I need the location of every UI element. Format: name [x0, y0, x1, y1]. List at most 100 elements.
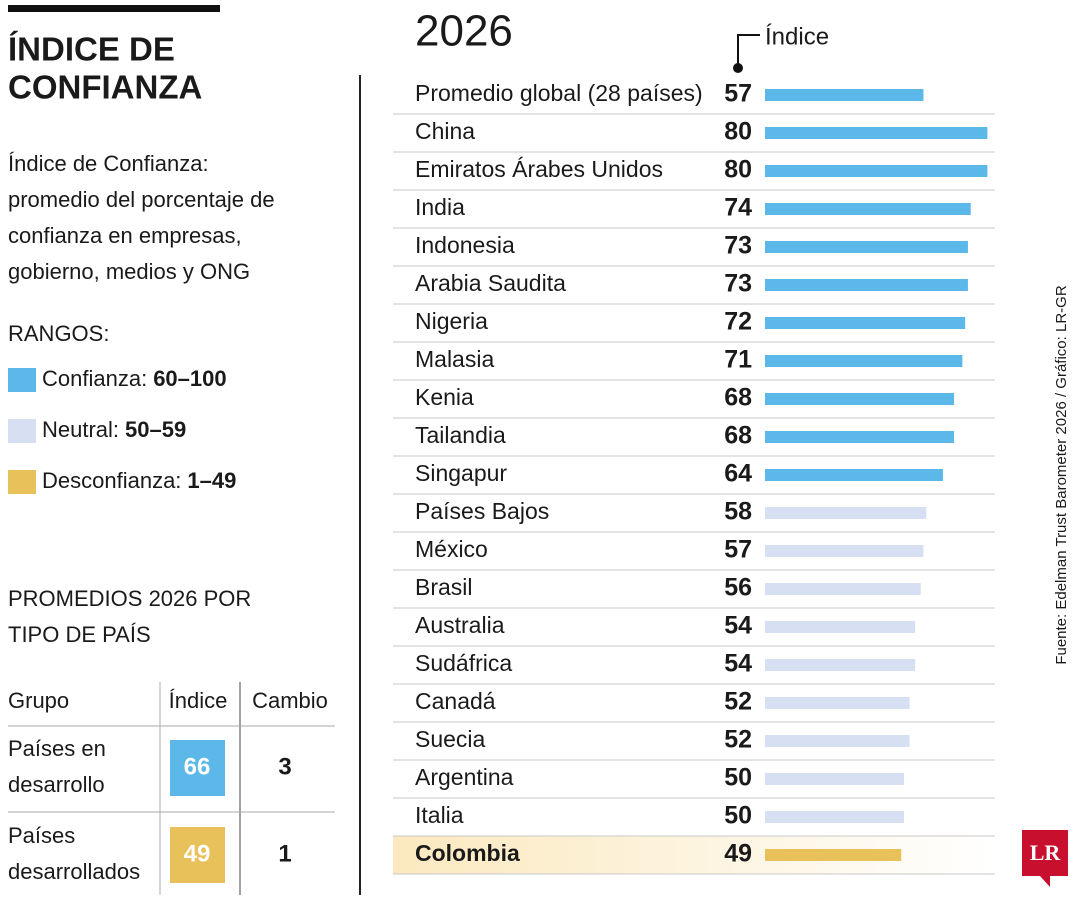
table-title: PROMEDIOS 2026 POR [8, 586, 251, 611]
category-label: Nigeria [415, 308, 488, 334]
bar [765, 545, 924, 557]
legend-label: Confianza: [42, 366, 147, 391]
logo: LR [1030, 840, 1062, 865]
bar [765, 811, 904, 823]
bar [765, 849, 902, 861]
value-label: 68 [724, 384, 752, 412]
value-label: 50 [724, 802, 752, 830]
category-label: Tailandia [415, 422, 506, 448]
description: gobierno, medios y ONG [8, 259, 250, 284]
logo-box [1022, 830, 1068, 876]
change-value: 3 [278, 753, 291, 780]
bar [765, 89, 924, 101]
value-label: 72 [724, 308, 752, 336]
bar [765, 127, 988, 139]
table-header: Cambio [252, 688, 328, 713]
value-label: 49 [724, 840, 752, 868]
bar [765, 583, 921, 595]
legend-entry: Neutral: 50–59 [42, 417, 186, 442]
legend-entry: Desconfianza: 1–49 [42, 468, 236, 493]
category-label: Argentina [415, 764, 514, 790]
category-label: Singapur [415, 460, 507, 486]
bar [765, 355, 963, 367]
category-label: India [415, 194, 465, 220]
change-value: 1 [278, 840, 291, 867]
value-label: 80 [724, 118, 752, 146]
category-label: Canadá [415, 688, 496, 714]
legend-swatch [8, 368, 36, 392]
group-name: desarrollados [8, 859, 140, 884]
bar [765, 279, 968, 291]
table-title: TIPO DE PAÍS [8, 622, 151, 647]
category-label: México [415, 536, 488, 562]
value-label: 57 [724, 536, 752, 564]
category-label: Australia [415, 612, 505, 638]
group-name: desarrollo [8, 772, 105, 797]
bar [765, 659, 916, 671]
legend-swatch [8, 419, 36, 443]
group-name: Países [8, 823, 75, 848]
value-label: 54 [724, 612, 752, 640]
value-label: 73 [724, 232, 752, 260]
category-label: Suecia [415, 726, 486, 752]
title: ÍNDICE DE [8, 31, 175, 68]
value-label: 64 [724, 460, 752, 488]
bar [765, 773, 904, 785]
value-label: 80 [724, 156, 752, 184]
category-label: Italia [415, 802, 464, 828]
category-label: Kenia [415, 384, 474, 410]
category-label: Sudáfrica [415, 650, 512, 676]
bar [765, 241, 968, 253]
value-label: 71 [724, 346, 752, 374]
description: promedio del porcentaje de [8, 187, 275, 212]
index-value: 49 [184, 840, 211, 867]
bar [765, 621, 916, 633]
category-label: Arabia Saudita [415, 270, 566, 296]
legend-range: 60–100 [153, 366, 226, 391]
bar [765, 431, 955, 443]
value-axis-label: Índice [765, 23, 829, 50]
bar [765, 469, 943, 481]
value-label: 52 [724, 726, 752, 754]
logo-tail [1040, 876, 1050, 887]
legend-swatch [8, 470, 36, 494]
category-label: Emiratos Árabes Unidos [415, 156, 663, 182]
top-rule [8, 5, 220, 12]
value-label: 58 [724, 498, 752, 526]
category-label: Promedio global (28 países) [415, 80, 703, 106]
value-label: 57 [724, 80, 752, 108]
legend-title: RANGOS: [8, 321, 109, 346]
category-label: Países Bajos [415, 498, 549, 524]
description: Índice de Confianza: [8, 151, 209, 176]
index-box [170, 740, 225, 796]
bar [765, 165, 988, 177]
table-header: Índice [169, 688, 228, 713]
table-header: Grupo [8, 688, 69, 713]
pointer-dot [733, 63, 743, 73]
chart-title: 2026 [415, 7, 513, 56]
bar [765, 735, 910, 747]
legend-label: Desconfianza: [42, 468, 181, 493]
legend-range: 50–59 [125, 417, 186, 442]
description: confianza en empresas, [8, 223, 242, 248]
category-label: Indonesia [415, 232, 515, 258]
bar [765, 507, 927, 519]
category-label: Brasil [415, 574, 473, 600]
bar [765, 697, 910, 709]
legend-entry: Confianza: 60–100 [42, 366, 227, 391]
category-label: Malasia [415, 346, 494, 372]
title: CONFIANZA [8, 69, 202, 106]
index-value: 66 [184, 753, 211, 780]
legend-label: Neutral: [42, 417, 119, 442]
source: Fuente: Edelman Trust Barometer 2026 / G… [1053, 285, 1070, 664]
category-label: China [415, 118, 475, 144]
bar [765, 203, 971, 215]
label-pointer [737, 34, 760, 68]
legend-range: 1–49 [187, 468, 236, 493]
bar [765, 317, 966, 329]
value-label: 73 [724, 270, 752, 298]
value-label: 54 [724, 650, 752, 678]
bar [765, 393, 955, 405]
category-label: Colombia [415, 840, 520, 866]
